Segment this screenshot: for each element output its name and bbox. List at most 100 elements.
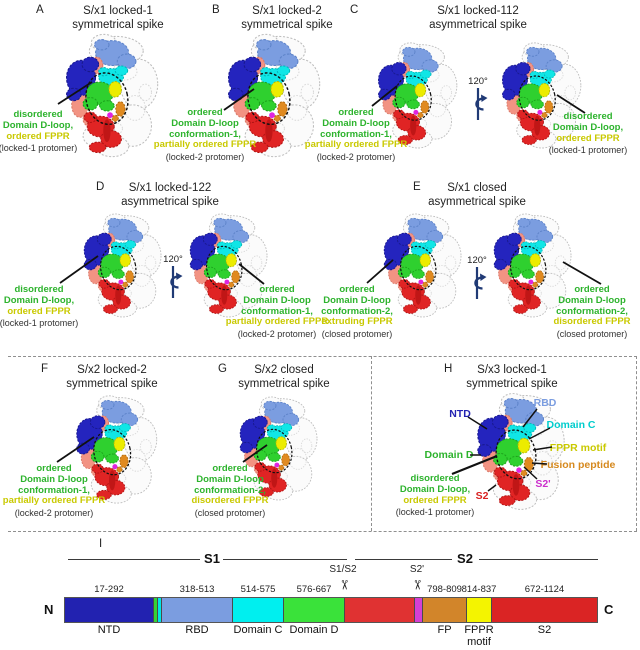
annotation-e-right-yellow: disordered FPPR bbox=[553, 316, 631, 328]
segment-name-label: S2 bbox=[537, 624, 552, 636]
annotation-d-left-yellow: ordered FPPR bbox=[7, 305, 71, 317]
s2-bracket-right bbox=[479, 559, 598, 560]
s1-bracket-left bbox=[68, 559, 200, 560]
annotation-h-green: disordered Domain D-loop, bbox=[399, 473, 471, 495]
panel-title-a-line2: symmetrical spike bbox=[72, 19, 164, 31]
panel-title-c: S/x1 locked-112 asymmetrical spike bbox=[408, 4, 548, 32]
annotation-c-left-caption: (locked-2 protomer) bbox=[316, 152, 396, 163]
annotation-h-caption: (locked-1 protomer) bbox=[395, 507, 475, 518]
annotation-b-green: ordered Domain D-loop conformation-1, bbox=[169, 107, 241, 140]
n-terminus-label: N bbox=[44, 602, 54, 617]
panel-letter-g: G bbox=[218, 363, 227, 375]
label-domain-d: Domain D bbox=[424, 449, 474, 461]
annotation-b: ordered Domain D-loop conformation-1, part… bbox=[140, 107, 270, 163]
annotation-g-green: ordered Domain D-loop conformation-2, bbox=[194, 463, 266, 496]
annotation-e-right-green: ordered Domain D-loop conformation-2, bbox=[556, 284, 628, 317]
panel-title-e-line1: S/x1 closed bbox=[447, 182, 507, 194]
panel-title-h: S/x3 locked-1 symmetrical spike bbox=[442, 363, 582, 391]
annotation-c-left-yellow: partially ordered FPPR bbox=[304, 139, 408, 151]
dashed-divider-vertical bbox=[371, 356, 372, 531]
panel-letter-a: A bbox=[36, 4, 44, 16]
panel-title-d-line2: asymmetrical spike bbox=[121, 196, 219, 208]
annotation-e-left-green: ordered Domain D-loop conformation-2, bbox=[321, 284, 393, 317]
panel-title-f-line2: symmetrical spike bbox=[66, 378, 158, 390]
label-rbd: RBD bbox=[533, 397, 557, 409]
annotation-d-right-yellow: partially ordered FPPR bbox=[225, 316, 329, 328]
annotation-d-left-caption: (locked-1 protomer) bbox=[0, 318, 79, 329]
s2-bracket-left bbox=[355, 559, 452, 560]
bar-segment bbox=[415, 598, 423, 622]
panel-letter-e: E bbox=[413, 181, 421, 193]
label-fppr-motif: FPPR motif bbox=[549, 442, 607, 454]
panel-title-c-line1: S/x1 locked-112 bbox=[437, 5, 519, 17]
segment-range-label: 17-292 bbox=[94, 584, 124, 595]
label-s2-prime: S2' bbox=[535, 478, 551, 490]
annotation-c-right-yellow: ordered FPPR bbox=[556, 132, 620, 144]
segment-name-label: NTD bbox=[97, 624, 121, 636]
annotation-b-yellow: partially ordered FPPR bbox=[153, 139, 257, 151]
label-s2: S2 bbox=[475, 490, 489, 502]
rotation-axis-icon bbox=[170, 264, 184, 300]
panel-title-b-line1: S/x1 locked-2 bbox=[252, 5, 322, 17]
panel-letter-b: B bbox=[212, 4, 220, 16]
bar-segment-fp: 798-809 FP bbox=[423, 584, 467, 636]
annotation-b-caption: (locked-2 protomer) bbox=[165, 152, 245, 163]
panel-letter-d: D bbox=[96, 181, 105, 193]
dashed-divider-right bbox=[636, 356, 637, 531]
annotation-g-yellow: disordered FPPR bbox=[191, 495, 269, 507]
panel-title-d-line1: S/x1 locked-122 bbox=[128, 182, 212, 194]
annotation-c-right-green: disordered Domain D-loop, bbox=[552, 111, 624, 133]
annotation-d-right-caption: (locked-2 protomer) bbox=[237, 329, 317, 340]
rotation-indicator-d: 120° bbox=[156, 254, 190, 304]
s2-region-label: S2 bbox=[457, 551, 473, 566]
panel-title-h-line2: symmetrical spike bbox=[466, 378, 558, 390]
cleavage-label-s2prime: S2' bbox=[409, 564, 425, 575]
annotation-e-left-yellow: extruding FPPR bbox=[321, 316, 393, 328]
panel-title-d: S/x1 locked-122 asymmetrical spike bbox=[100, 181, 240, 209]
annotation-f-green: ordered Domain D-loop conformation-1, bbox=[18, 463, 90, 496]
domain-bar: 17-292 NTD 318-513 RBD 514-575 Domain C 576-66… bbox=[64, 584, 598, 648]
annotation-e-left-caption: (closed protomer) bbox=[321, 329, 393, 340]
panel-title-e-line2: asymmetrical spike bbox=[428, 196, 526, 208]
annotation-c-right: disordered Domain D-loop, ordered FPPR (l… bbox=[523, 111, 640, 156]
bar-segment-domain-d: 576-667 Domain D bbox=[284, 584, 345, 636]
bar-segment bbox=[154, 598, 158, 622]
panel-title-b-line2: symmetrical spike bbox=[241, 19, 333, 31]
segment-name-label: FP bbox=[437, 624, 452, 636]
panel-title-g-line1: S/x2 closed bbox=[254, 364, 314, 376]
segment-name-label: Domain D bbox=[289, 624, 339, 636]
scissors-icon: ✂ bbox=[410, 579, 425, 591]
panel-title-g: S/x2 closed symmetrical spike bbox=[214, 363, 354, 391]
segment-range-label: 514-575 bbox=[240, 584, 276, 595]
segment-range-label: 318-513 bbox=[179, 584, 215, 595]
annotation-a-green: disordered Domain D-loop, bbox=[2, 109, 74, 131]
annotation-f: ordered Domain D-loop conformation-1, part… bbox=[0, 463, 119, 519]
bar-segment bbox=[158, 598, 162, 622]
annotation-f-caption: (locked-2 protomer) bbox=[14, 508, 94, 519]
annotation-d-left-green: disordered Domain D-loop, bbox=[3, 284, 75, 306]
bar-segment bbox=[345, 598, 415, 622]
annotation-a-yellow: ordered FPPR bbox=[6, 130, 70, 142]
segment-range-label: 798-809 bbox=[427, 584, 462, 595]
annotation-e-right-caption: (closed protomer) bbox=[556, 329, 628, 340]
annotation-g-caption: (closed protomer) bbox=[194, 508, 266, 519]
bar-segment-ntd: 17-292 NTD bbox=[65, 584, 154, 636]
panel-title-c-line2: asymmetrical spike bbox=[429, 19, 527, 31]
segment-range-label: 672-1124 bbox=[524, 584, 565, 595]
annotation-d-right: ordered Domain D-loop conformation-1, part… bbox=[212, 284, 342, 340]
rotation-indicator-e: 120° bbox=[460, 255, 494, 305]
annotation-f-yellow: partially ordered FPPR bbox=[2, 495, 106, 507]
panel-title-h-line1: S/x3 locked-1 bbox=[477, 364, 547, 376]
annotation-d-right-green: ordered Domain D-loop conformation-1, bbox=[241, 284, 313, 317]
panel-letter-f: F bbox=[41, 363, 49, 375]
rotation-axis-icon bbox=[474, 265, 488, 301]
dashed-divider-bottom bbox=[8, 531, 637, 532]
segment-name-label: FPPR motif bbox=[464, 624, 494, 648]
panel-title-f-line1: S/x2 locked-2 bbox=[77, 364, 147, 376]
segment-name-label: RBD bbox=[185, 624, 209, 636]
annotation-d-left: disordered Domain D-loop, ordered FPPR (l… bbox=[0, 284, 104, 329]
annotation-c-right-caption: (locked-1 protomer) bbox=[548, 145, 628, 156]
bar-segment-fppr-motif: 814-837 FPPR motif bbox=[462, 584, 497, 648]
annotation-a-caption: (locked-1 protomer) bbox=[0, 143, 78, 154]
